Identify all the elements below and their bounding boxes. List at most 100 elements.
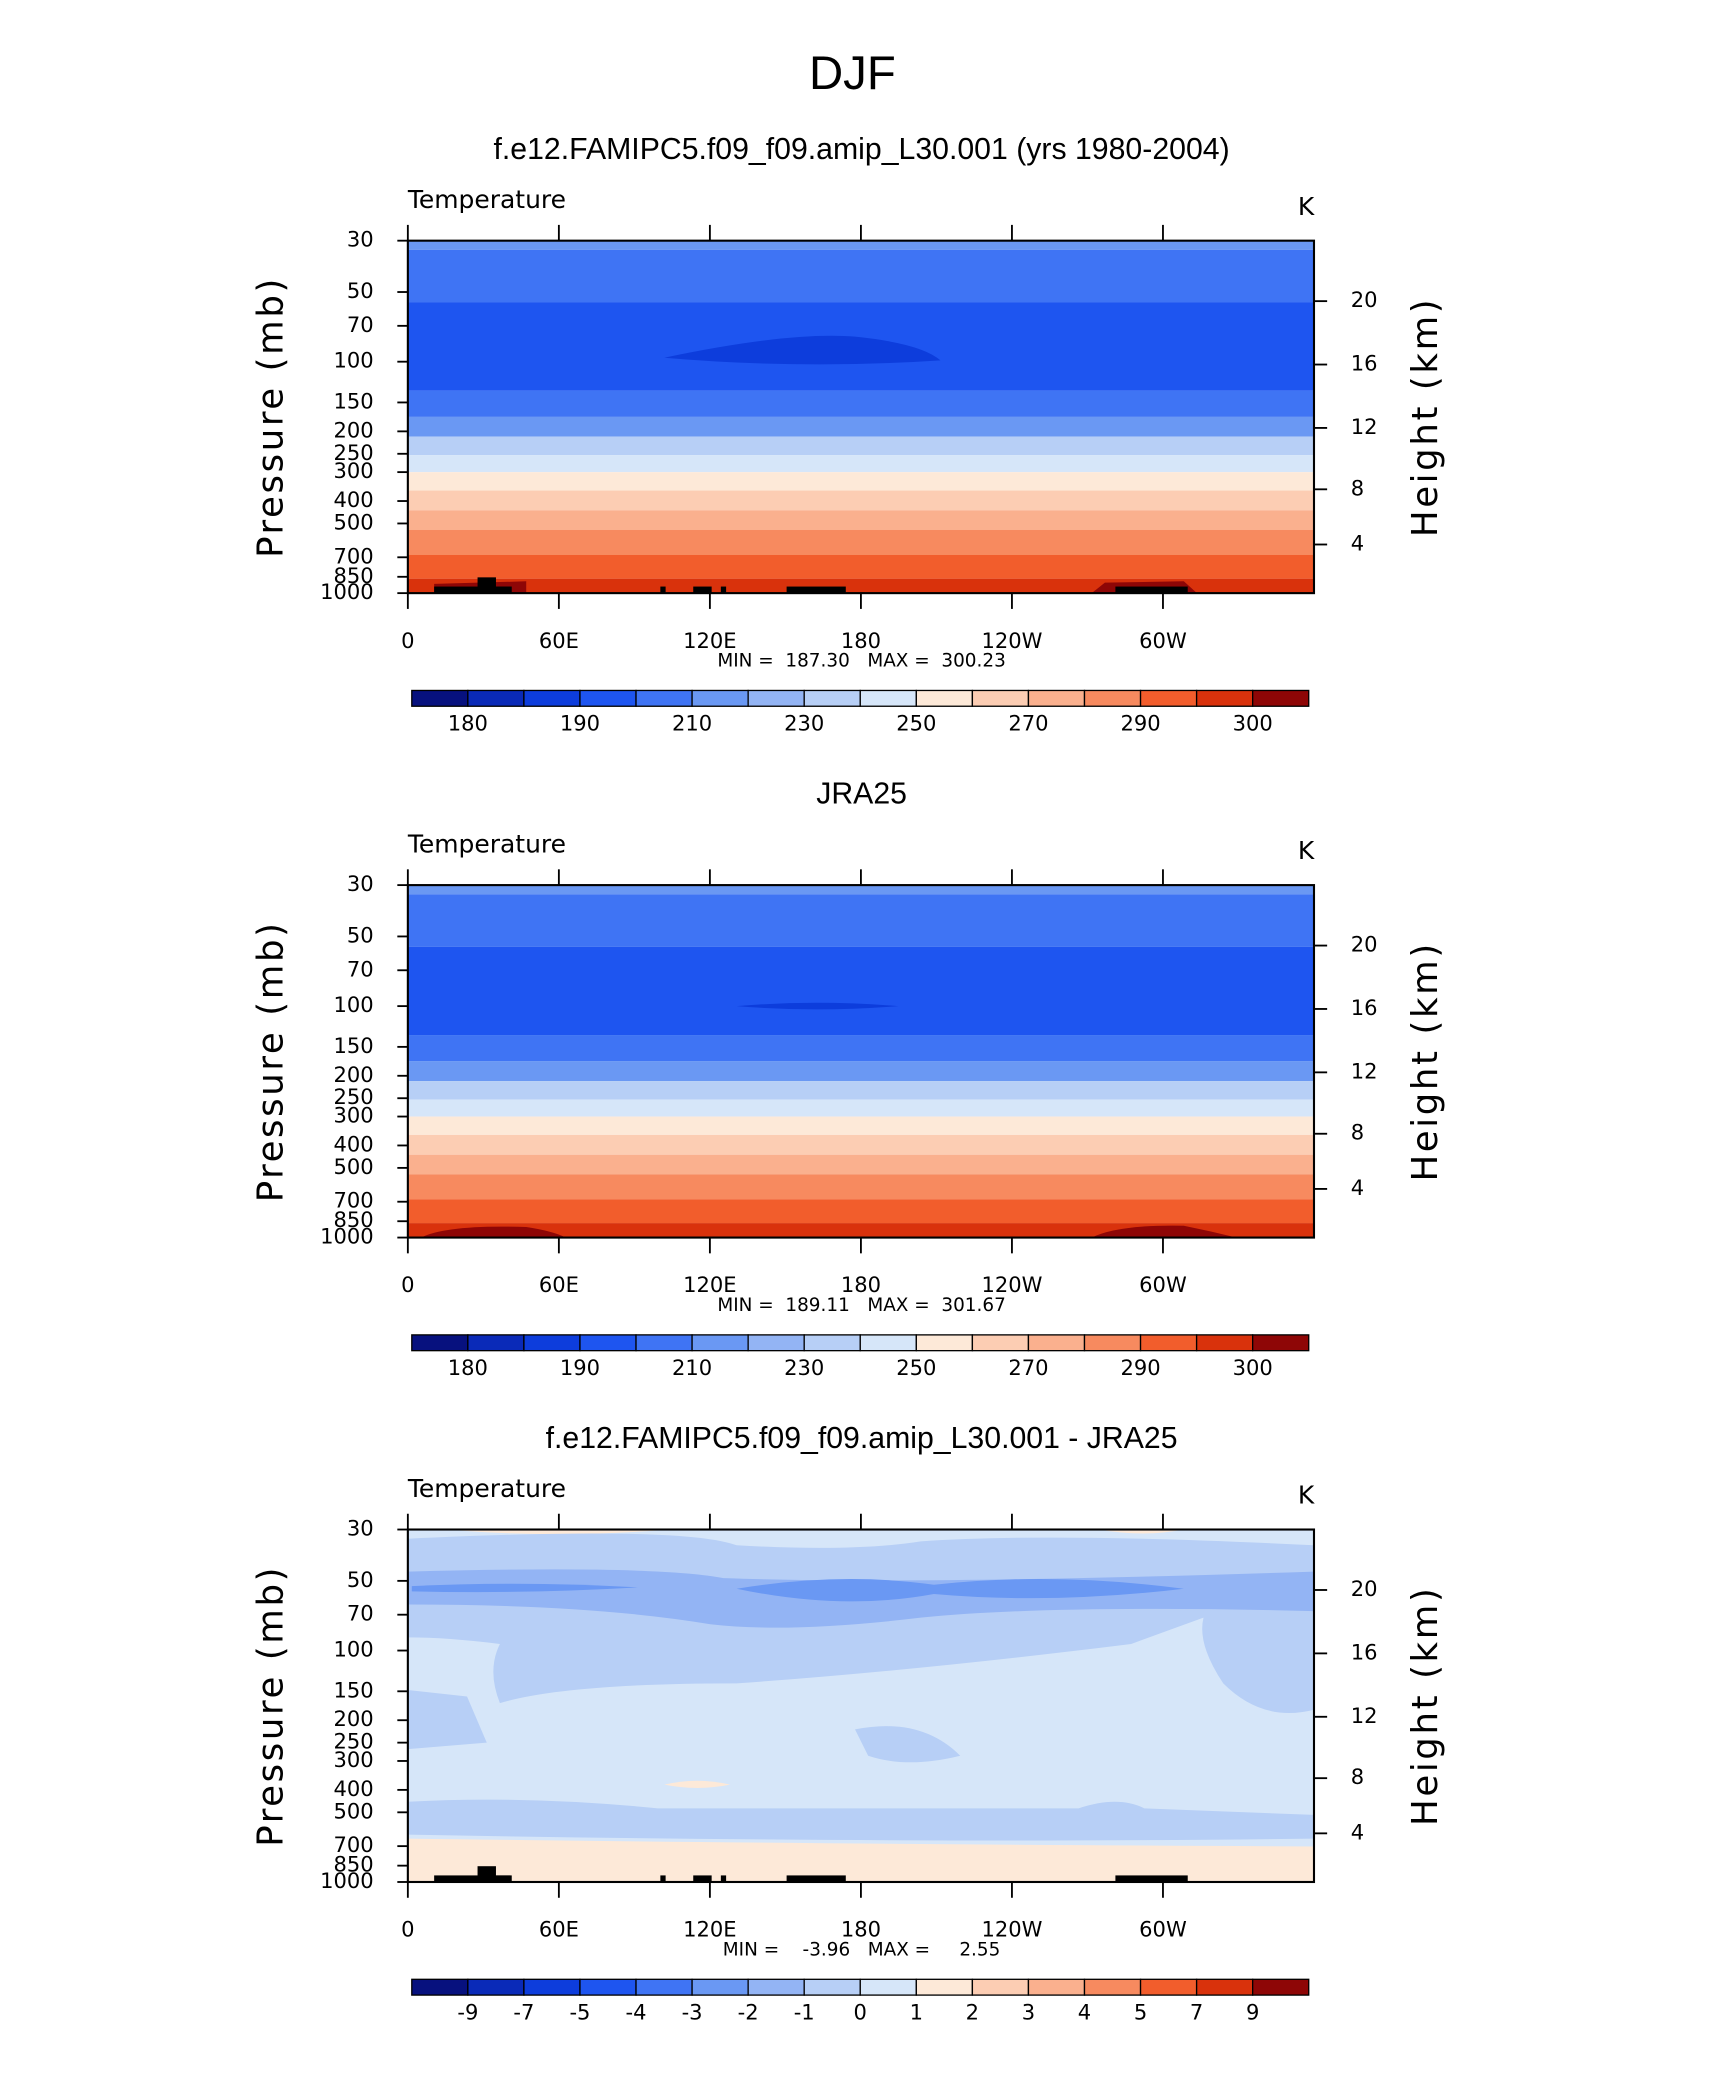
y2-tick-label: 4 [1351, 530, 1364, 555]
colorbar-box [859, 689, 917, 707]
y-tick-label: 30 [347, 1516, 374, 1541]
y-tick-label: 50 [347, 278, 374, 303]
y2-axis-label: Height (km) [1405, 1586, 1446, 1826]
y-tick-label: 70 [347, 956, 374, 981]
y2-tick-label: 20 [1351, 287, 1378, 312]
contour-band [407, 249, 1314, 303]
colorbar-box [803, 689, 861, 707]
y-tick-label: 70 [347, 1601, 374, 1626]
variable-name: Temperature [407, 830, 566, 859]
y-tick-label: 700 [333, 1188, 373, 1213]
colorbar-box [971, 689, 1030, 707]
y-tick-label: 150 [333, 388, 373, 413]
y-tick-label: 400 [333, 1131, 373, 1156]
colorbar-box [1083, 1978, 1142, 1996]
min-max: MIN = 189.11 MAX = 301.67 [717, 1295, 1005, 1316]
y-tick-label: 850 [333, 1852, 373, 1877]
y2-tick-label: 20 [1351, 1576, 1378, 1601]
y-tick-label: 850 [333, 563, 373, 588]
colorbar-label: 180 [448, 1355, 488, 1380]
contour-band [407, 1081, 1314, 1100]
colorbar-label: 250 [896, 1355, 936, 1380]
x-tick-label: 60E [539, 628, 579, 653]
x-tick-label: 0 [401, 1917, 414, 1942]
x-tick-label: 180 [841, 628, 881, 653]
colorbar-label: 3 [1022, 2000, 1035, 2025]
y2-tick-label: 20 [1351, 932, 1378, 957]
colorbar-label: 290 [1120, 711, 1160, 736]
x-tick-label: 60W [1139, 1917, 1187, 1942]
figure-title: DJF [809, 47, 896, 100]
colorbar-box [523, 689, 581, 707]
contour-band [407, 885, 1314, 895]
x-tick-label: 180 [841, 1272, 881, 1297]
colorbar-box [1027, 689, 1086, 707]
panel-title: f.e12.FAMIPC5.f09_f09.amip_L30.001 (yrs … [493, 133, 1229, 166]
colorbar-box [1139, 689, 1198, 707]
contour-region [855, 1726, 961, 1763]
colorbar-box [1139, 1334, 1198, 1352]
colorbar-label: -7 [513, 2000, 534, 2025]
y-tick-label: 100 [333, 992, 373, 1017]
colorbar-box [579, 689, 637, 707]
topography [786, 1875, 846, 1882]
units: K [1298, 1481, 1315, 1510]
y2-tick-label: 12 [1351, 1703, 1378, 1728]
y-tick-label: 300 [333, 458, 373, 483]
colorbar-box [1252, 689, 1310, 707]
contour-region [407, 1689, 487, 1750]
contour-band [407, 554, 1314, 579]
y-tick-label: 30 [347, 871, 374, 896]
y-tick-label: 300 [333, 1747, 373, 1772]
contour-region [664, 1780, 731, 1788]
y-tick-label: 200 [333, 417, 373, 442]
y-tick-label: 1000 [320, 579, 374, 604]
colorbar-box [411, 1334, 469, 1352]
colorbar-box [859, 1334, 917, 1352]
colorbar-box [971, 1978, 1030, 1996]
topography [477, 1866, 496, 1882]
y2-tick-label: 12 [1351, 414, 1378, 439]
y-tick-label: 700 [333, 543, 373, 568]
colorbar-box [579, 1334, 637, 1352]
colorbar-box [691, 1334, 749, 1352]
contour-band [407, 416, 1314, 437]
y-tick-label: 500 [333, 1154, 373, 1179]
colorbar-box [467, 1978, 525, 1996]
y2-tick-label: 12 [1351, 1058, 1378, 1083]
colorbar-label: 1 [910, 2000, 923, 2025]
colorbar-label: -9 [457, 2000, 478, 2025]
y-tick-label: 250 [333, 1729, 373, 1754]
y-tick-label: 200 [333, 1062, 373, 1087]
topography [1115, 586, 1188, 594]
colorbar-box [523, 1334, 581, 1352]
units: K [1298, 192, 1315, 221]
y2-tick-label: 8 [1351, 475, 1364, 500]
panel-title: JRA25 [816, 778, 907, 811]
x-tick-label: 120E [683, 1917, 736, 1942]
topography [720, 1875, 727, 1882]
x-tick-label: 120W [981, 1272, 1042, 1297]
colorbar-box [1195, 689, 1254, 707]
y-axis-label: Pressure (mb) [250, 276, 291, 558]
colorbar-label: 0 [854, 2000, 867, 2025]
y-tick-label: 1000 [320, 1868, 374, 1893]
y2-tick-label: 16 [1351, 1639, 1378, 1664]
contour-band [407, 390, 1314, 417]
colorbar-box [467, 1334, 525, 1352]
topography [477, 577, 496, 594]
colorbar-label: 9 [1246, 2000, 1259, 2025]
x-tick-label: 60E [539, 1272, 579, 1297]
contour-band [407, 1134, 1314, 1155]
colorbar-box [915, 1334, 974, 1352]
y2-tick-label: 4 [1351, 1819, 1364, 1844]
contour-fill [407, 1529, 1314, 1882]
colorbar-label: 2 [966, 2000, 979, 2025]
contour-band [407, 1035, 1314, 1062]
contour-band [407, 1154, 1314, 1175]
colorbar-box [1027, 1978, 1086, 1996]
y-tick-label: 50 [347, 1567, 374, 1592]
colorbar-box [1195, 1978, 1254, 1996]
